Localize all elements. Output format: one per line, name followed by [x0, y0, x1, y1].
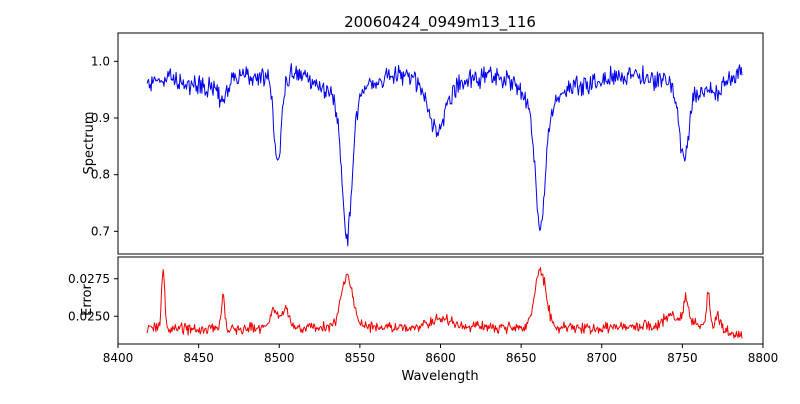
error-y-tick-label: 0.0250: [68, 309, 110, 323]
spectrum-y-tick-label: 1.0: [91, 54, 110, 68]
x-tick-label: 8650: [506, 351, 537, 365]
error-line: [146, 267, 743, 339]
spectrum-line: [146, 63, 743, 247]
x-tick-label: 8550: [345, 351, 376, 365]
x-tick-label: 8700: [586, 351, 617, 365]
spectrum-y-tick-label: 0.9: [91, 111, 110, 125]
x-tick-label: 8450: [183, 351, 214, 365]
error-panel-frame: [117, 256, 764, 345]
spectrum-y-tick-label: 0.7: [91, 224, 110, 238]
x-tick-label: 8750: [667, 351, 698, 365]
x-tick-label: 8500: [264, 351, 295, 365]
x-tick-label: 8400: [103, 351, 134, 365]
spectrum-y-axis-label: Spectrum: [82, 112, 97, 175]
error-y-axis-label: Error: [80, 284, 95, 316]
x-tick-label: 8800: [748, 351, 779, 365]
plot-area: 0.7 0.8 0.9 1.0 0.0250 0.0275 8400 8450 8500 8550…: [68, 32, 779, 365]
spectrum-panel-frame: [117, 32, 764, 255]
x-axis-label: Wavelength: [401, 369, 478, 384]
error-y-tick-label: 0.0275: [68, 272, 110, 286]
spectrum-y-tick-label: 0.8: [91, 168, 110, 182]
chart-title: 20060424_0949m13_116: [344, 13, 536, 32]
x-tick-label: 8600: [425, 351, 456, 365]
